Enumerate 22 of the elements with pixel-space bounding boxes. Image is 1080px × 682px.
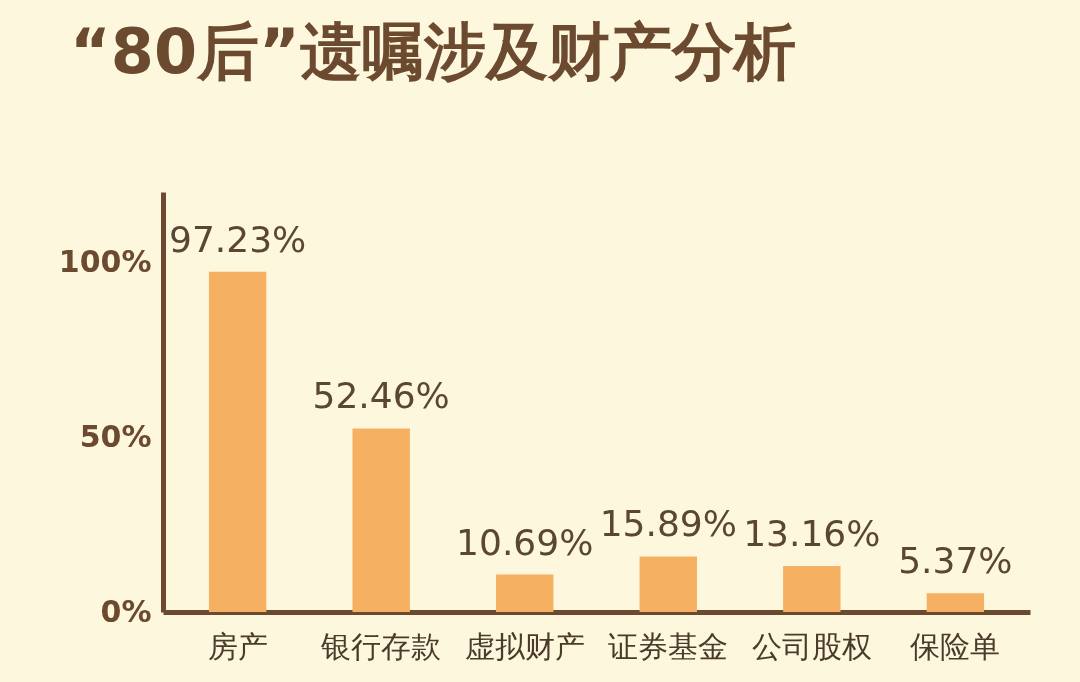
y-tick-label: 0% bbox=[100, 593, 152, 629]
x-tick-label: 公司股权 bbox=[751, 628, 872, 664]
bar bbox=[926, 593, 985, 612]
x-tick-label: 保险单 bbox=[910, 628, 1001, 664]
data-label: 15.89% bbox=[599, 503, 737, 545]
data-label: 5.37% bbox=[898, 540, 1013, 582]
x-tick-label: 证券基金 bbox=[608, 628, 729, 664]
x-tick-label: 银行存款 bbox=[320, 628, 442, 664]
data-label: 10.69% bbox=[456, 521, 594, 563]
data-label: 97.23% bbox=[169, 218, 307, 260]
y-tick-label: 50% bbox=[79, 418, 152, 454]
data-label: 52.46% bbox=[312, 375, 450, 417]
bar bbox=[208, 271, 267, 612]
bar bbox=[639, 556, 697, 612]
y-tick-label: 100% bbox=[58, 243, 152, 279]
x-tick-label: 虚拟财产 bbox=[464, 628, 585, 664]
data-label: 13.16% bbox=[743, 512, 881, 554]
chart-title: “80后”遗嘱涉及财产分析 bbox=[70, 15, 796, 88]
bar bbox=[352, 428, 410, 612]
bar bbox=[496, 574, 554, 612]
bar bbox=[783, 565, 841, 612]
x-tick-label: 房产 bbox=[207, 628, 268, 664]
